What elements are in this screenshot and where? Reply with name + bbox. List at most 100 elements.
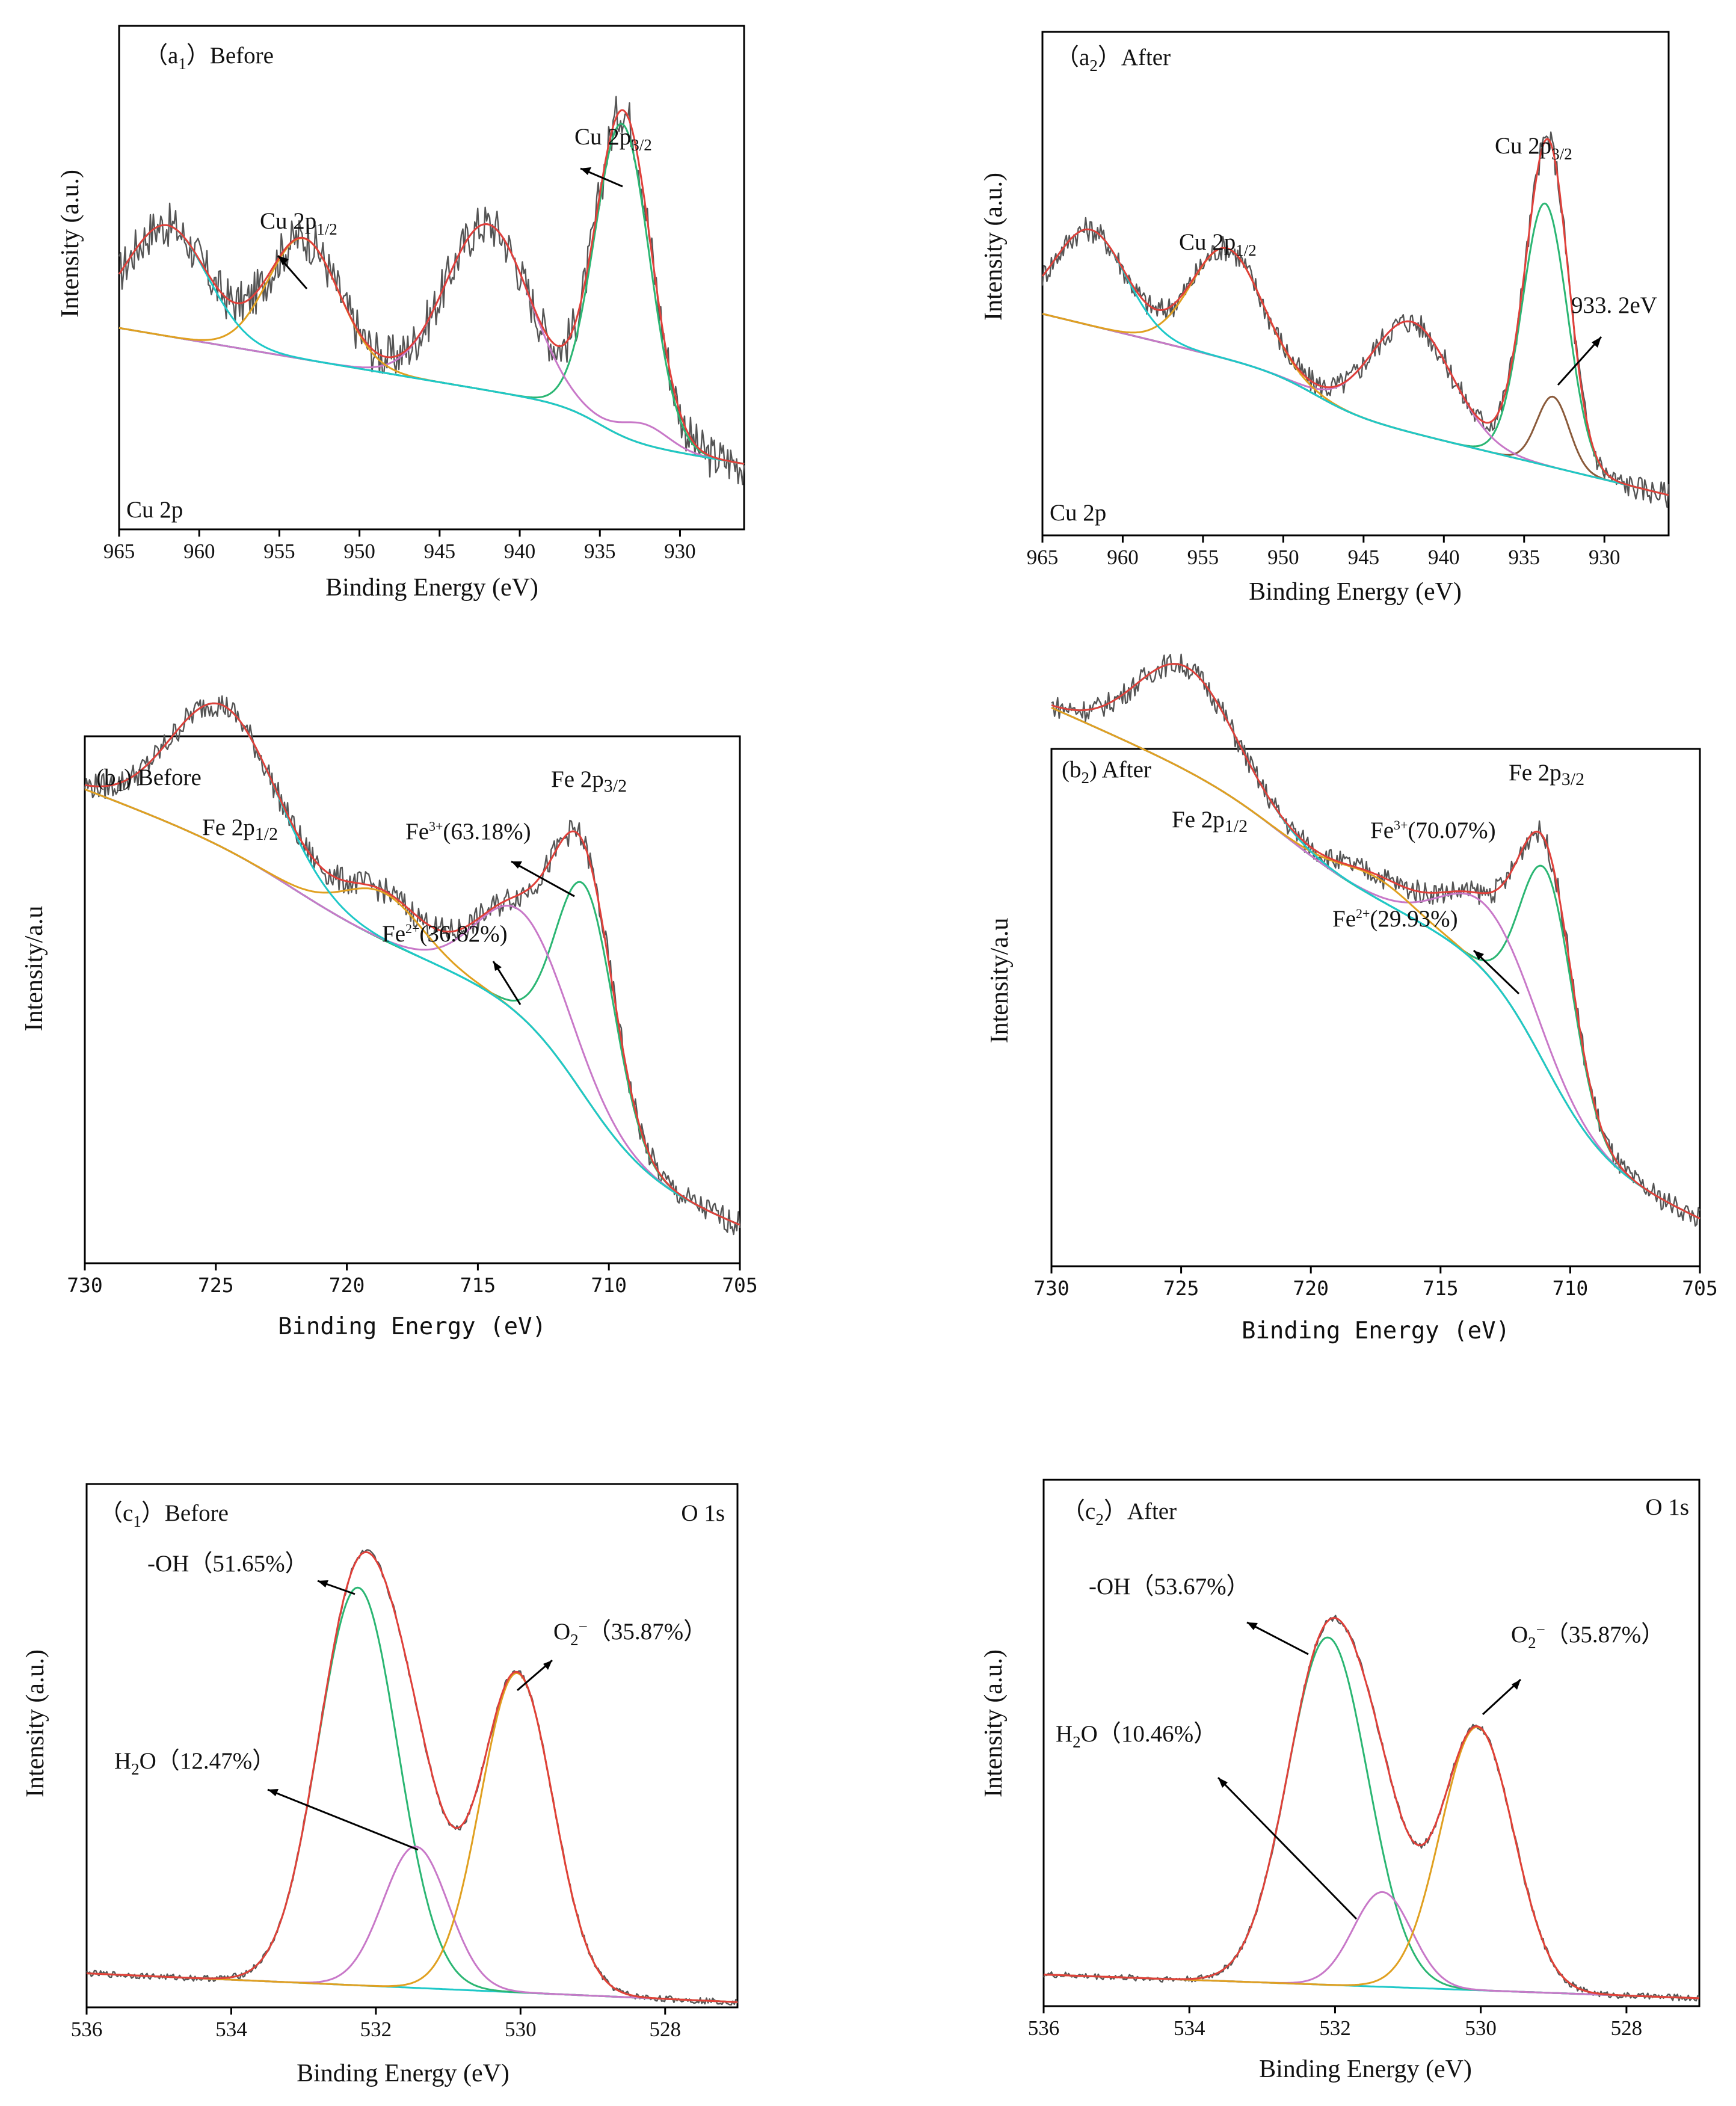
arrowhead-oh — [1247, 1622, 1258, 1630]
arrow-h2o — [267, 1788, 419, 1851]
x-tick-label: 710 — [1553, 1276, 1589, 1300]
y-axis-label: Intensity (a.u.) — [980, 1649, 1008, 1797]
x-tick-label: 960 — [183, 540, 215, 563]
x-tick-label: 705 — [1682, 1276, 1718, 1300]
x-tick-label: 950 — [343, 540, 375, 563]
x-tick-label: 940 — [1428, 546, 1460, 569]
x-tick-label: 534 — [215, 2018, 247, 2041]
x-axis-label: Binding Energy (eV) — [1242, 1317, 1510, 1344]
x-tick-label: 725 — [198, 1273, 234, 1297]
arrowhead-o2minus — [1512, 1680, 1521, 1690]
x-tick-label: 950 — [1267, 546, 1299, 569]
x-tick-label: 730 — [67, 1273, 103, 1297]
peak-label-cu2p32: Cu 2p3/2 — [1495, 133, 1572, 163]
peak-label-fe3plus: Fe3+(63.18%) — [405, 819, 531, 845]
y-axis-label: Intensity (a.u.) — [57, 170, 84, 318]
x-tick-label: 534 — [1174, 2016, 1205, 2040]
x-tick-label: 955 — [1187, 546, 1219, 569]
panel-label: （a2）After — [1056, 45, 1171, 75]
arrowhead-cu2p32 — [580, 167, 591, 175]
y-axis-label: Intensity/a.u — [20, 906, 48, 1032]
y-axis-label: Intensity (a.u.) — [980, 173, 1008, 321]
peak-label-o2minus: O2−（35.87%） — [553, 1618, 707, 1649]
corner-label: O 1s — [681, 1500, 725, 1526]
x-tick-label: 530 — [1465, 2016, 1497, 2040]
peak-label-h2o: H2O（12.47%） — [114, 1748, 275, 1778]
x-tick-label: 528 — [1611, 2016, 1643, 2040]
panel-b1: 730 725 720 715 710 705 (b1) Before Fe 2p1/2 … — [20, 695, 758, 1340]
x-tick-label: 536 — [71, 2018, 103, 2041]
y-axis-label: Intensity/a.u — [986, 918, 1014, 1044]
arrowhead-oh — [318, 1580, 328, 1587]
component-peak-4 — [1041, 228, 1669, 496]
arrowhead-fe3plus — [511, 861, 522, 869]
arrow-933-2ev — [1557, 336, 1602, 386]
x-tick-label: 710 — [591, 1273, 627, 1297]
panel-b2: 730 725 720 715 710 705 (b2) After Fe 2p1/2 F… — [986, 653, 1718, 1344]
envelope-fit — [84, 702, 740, 1226]
x-axis-label: Binding Energy (eV) — [1259, 2055, 1472, 2083]
peak-label-fe2plus: Fe2+(36.82%) — [382, 921, 508, 947]
x-tick-label: 935 — [1509, 546, 1541, 569]
arrowhead-fe2plus — [1474, 950, 1484, 960]
x-tick-label: 528 — [650, 2018, 682, 2041]
panel-c1: 536 534 532 530 528 （c1）Before O 1s -OH（51.6… — [22, 1483, 739, 2087]
peak-label-cu2p12: Cu 2p1/2 — [260, 208, 337, 238]
peak-label-h2o: H2O（10.46%） — [1056, 1721, 1217, 1751]
x-tick-label: 955 — [263, 540, 295, 563]
peak-label-oh: -OH（53.67%） — [1089, 1574, 1250, 1600]
arrow-h2o — [1217, 1776, 1358, 1920]
x-tick-label: 720 — [329, 1273, 365, 1297]
x-tick-label: 965 — [103, 540, 135, 563]
peak-label-cu2p32: Cu 2p3/2 — [574, 124, 652, 154]
envelope-fit — [1043, 1617, 1700, 2000]
x-tick-label: 715 — [460, 1273, 496, 1297]
x-axis-label: Binding Energy (eV) — [325, 574, 538, 602]
arrowhead-933-2ev — [1592, 337, 1601, 348]
plot-frame — [85, 1483, 739, 2009]
arrow-fe3plus — [511, 860, 575, 898]
peak-label-fe3plus: Fe3+(70.07%) — [1370, 817, 1496, 843]
x-tick-label: 935 — [584, 540, 616, 563]
peak-label-fe2plus: Fe2+(29.93%) — [1332, 906, 1458, 932]
envelope-fit — [1051, 663, 1701, 1219]
x-tick-label: 930 — [1589, 546, 1621, 569]
y-axis-label: Intensity (a.u.) — [22, 1649, 49, 1797]
x-axis-label: Binding Energy (eV) — [297, 2060, 509, 2087]
x-tick-label: 945 — [1348, 546, 1380, 569]
peak-label-933-2ev: 933. 2eV — [1571, 292, 1657, 318]
panel-label: （c1）Before — [99, 1500, 229, 1530]
envelope-fit — [86, 1551, 738, 2003]
corner-label: Cu 2p — [1050, 500, 1106, 526]
corner-label: O 1s — [1645, 1494, 1689, 1520]
panel-label: (b1) Before — [96, 765, 202, 795]
arrowhead-cu2p12 — [278, 256, 289, 265]
arrowhead-fe2plus — [493, 961, 502, 971]
x-tick-label: 705 — [722, 1273, 758, 1297]
arrow-oh — [1246, 1621, 1309, 1655]
peak-label-fe2p12: Fe 2p1/2 — [202, 814, 278, 844]
x-tick-label: 965 — [1027, 546, 1059, 569]
corner-label: Cu 2p — [126, 497, 183, 523]
x-tick-label: 532 — [1319, 2016, 1351, 2040]
peak-label-fe2p12: Fe 2p1/2 — [1172, 807, 1248, 836]
component-peak-3 — [118, 224, 745, 465]
x-tick-label: 940 — [504, 540, 536, 563]
panel-a1: 965 960 955 950 945 940 935 930 （a1）Before Cu 2… — [57, 25, 745, 602]
peak-label-oh: -OH（51.65%） — [147, 1551, 309, 1577]
plot-frame — [84, 735, 741, 1264]
x-tick-label: 930 — [664, 540, 696, 563]
arrowhead-h2o — [1218, 1778, 1228, 1788]
x-tick-label: 725 — [1163, 1276, 1199, 1300]
peak-label-o2minus: O2−（35.87%） — [1511, 1621, 1664, 1652]
plot-frame — [118, 25, 745, 531]
panel-label: （a1）Before — [144, 43, 274, 73]
panel-label: (b2) After — [1062, 757, 1151, 787]
x-tick-label: 945 — [424, 540, 456, 563]
panel-label: （c2）After — [1062, 1498, 1177, 1529]
x-tick-label: 715 — [1423, 1276, 1459, 1300]
x-axis-label: Binding Energy (eV) — [278, 1313, 546, 1340]
arrowhead-h2o — [268, 1789, 279, 1796]
x-tick-label: 720 — [1293, 1276, 1329, 1300]
